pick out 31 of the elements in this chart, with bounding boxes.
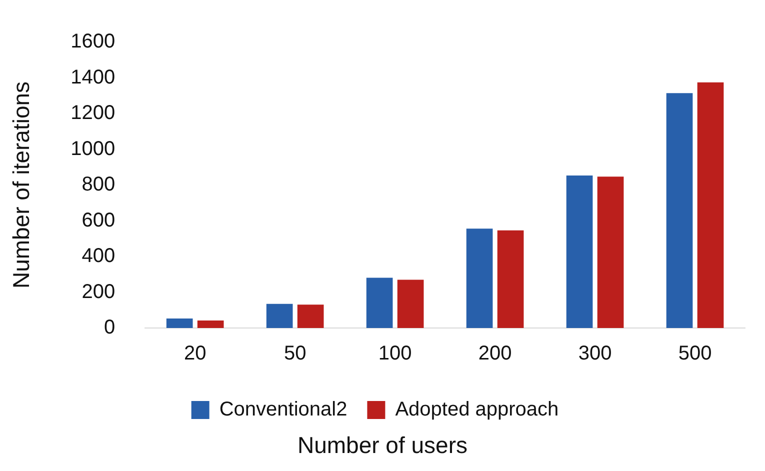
y-tick-label: 600 [82,209,116,232]
x-tick-label: 200 [478,342,512,365]
bar [566,176,593,328]
y-tick-label: 800 [82,174,116,196]
x-tick-label: 300 [578,342,612,365]
y-tick-label: 1600 [70,30,116,53]
y-axis-title: Number of iterations [8,81,34,289]
x-tick-label: 20 [184,342,206,365]
bar [697,82,724,328]
bar [366,278,393,328]
y-tick-label: 0 [104,316,116,339]
bar [497,230,524,328]
bar [166,318,193,328]
y-tick-label: 1400 [70,66,116,88]
x-tick-label: 500 [678,342,712,365]
y-tick-label: 1000 [70,138,116,160]
legend-label: Adopted approach [395,398,559,421]
x-axis-title: Number of users [296,432,468,459]
bar [197,320,224,328]
legend-label: Conventional2 [219,398,348,421]
x-tick-label: 100 [378,342,412,365]
x-tick-label: 50 [284,342,306,365]
bar [597,176,624,328]
y-tick-label: 400 [82,245,116,268]
y-tick-label: 1200 [70,102,116,124]
bar [466,228,493,328]
bar [666,93,693,328]
y-tick-label: 200 [82,280,116,303]
bar [397,280,424,328]
bar [266,304,293,328]
bar [297,304,324,328]
